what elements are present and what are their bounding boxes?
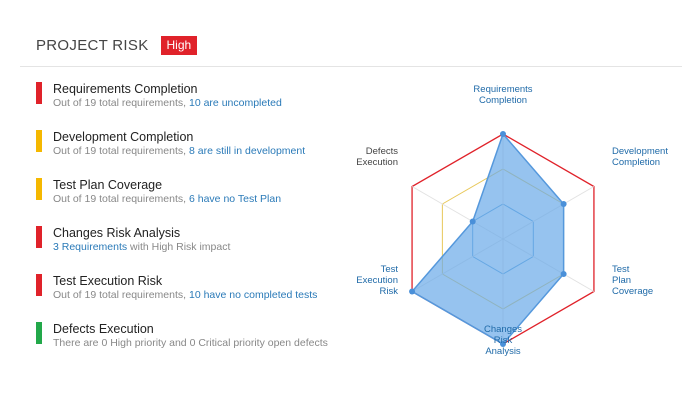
radar-data-point — [469, 218, 476, 225]
radar-axis-label: Defects Execution — [356, 146, 398, 168]
radar-data-point — [500, 341, 506, 347]
risk-item-link[interactable]: 6 have no Test Plan — [189, 193, 282, 205]
radar-data-point — [500, 131, 506, 137]
risk-item-description: Out of 19 total requirements, 10 have no… — [53, 289, 318, 301]
page-title: PROJECT RISK — [36, 37, 149, 54]
risk-item-title: Requirements Completion — [53, 82, 198, 96]
header-divider — [20, 66, 682, 67]
status-indicator — [36, 322, 42, 344]
risk-item-changes-risk-analysis: Changes Risk Analysis 3 Requirements wit… — [36, 224, 356, 272]
status-indicator — [36, 130, 42, 152]
risk-item-requirements-completion: Requirements Completion Out of 19 total … — [36, 80, 356, 128]
risk-item-title: Test Plan Coverage — [53, 178, 163, 192]
risk-item-description: 3 Requirements with High Risk impact — [53, 241, 231, 253]
risk-item-link[interactable]: 10 are uncompleted — [189, 97, 282, 109]
risk-item-development-completion: Development Completion Out of 19 total r… — [36, 128, 356, 176]
risk-item-link[interactable]: 10 have no completed tests — [189, 289, 318, 301]
status-indicator — [36, 226, 42, 248]
risk-item-link[interactable]: 8 are still in development — [189, 145, 306, 157]
status-indicator — [36, 274, 42, 296]
radar-axis-label: Requirements Completion — [473, 84, 532, 106]
radar-data-point — [560, 271, 567, 278]
radar-data-point — [409, 288, 416, 295]
risk-item-title: Test Execution Risk — [53, 274, 163, 288]
risk-item-title: Changes Risk Analysis — [53, 226, 181, 240]
risk-item-title: Development Completion — [53, 130, 194, 144]
risk-item-description: Out of 19 total requirements, 8 are stil… — [53, 145, 306, 157]
radar-data-area — [410, 132, 565, 345]
status-indicator — [36, 178, 42, 200]
risk-item-title: Defects Execution — [53, 322, 154, 336]
radar-axis-label: Test Execution Risk — [356, 264, 398, 297]
risk-item-defects-execution: Defects Execution There are 0 High prior… — [36, 320, 356, 368]
risk-radar-chart: Requirements Completion Development Complet… — [356, 84, 668, 357]
header: PROJECT RISK High — [36, 36, 198, 55]
risk-item-test-execution-risk: Test Execution Risk Out of 19 total requ… — [36, 272, 356, 320]
radar-axis-label: Changes Risk Analysis — [484, 324, 522, 357]
risk-item-link[interactable]: 3 Requirements — [53, 241, 128, 253]
radar-data-point — [560, 200, 567, 207]
risk-item-test-plan-coverage: Test Plan Coverage Out of 19 total requi… — [36, 176, 356, 224]
risk-item-description: Out of 19 total requirements, 6 have no … — [53, 193, 282, 205]
risk-level-badge: High — [160, 36, 198, 55]
risk-list: Requirements Completion Out of 19 total … — [36, 80, 356, 368]
status-indicator — [36, 82, 42, 104]
radar-axis-label: Test Plan Coverage — [612, 264, 653, 297]
radar-axis-label: Development Completion — [612, 146, 668, 168]
risk-item-description: There are 0 High priority and 0 Critical… — [53, 337, 328, 349]
risk-item-description: Out of 19 total requirements, 10 are unc… — [53, 97, 282, 109]
